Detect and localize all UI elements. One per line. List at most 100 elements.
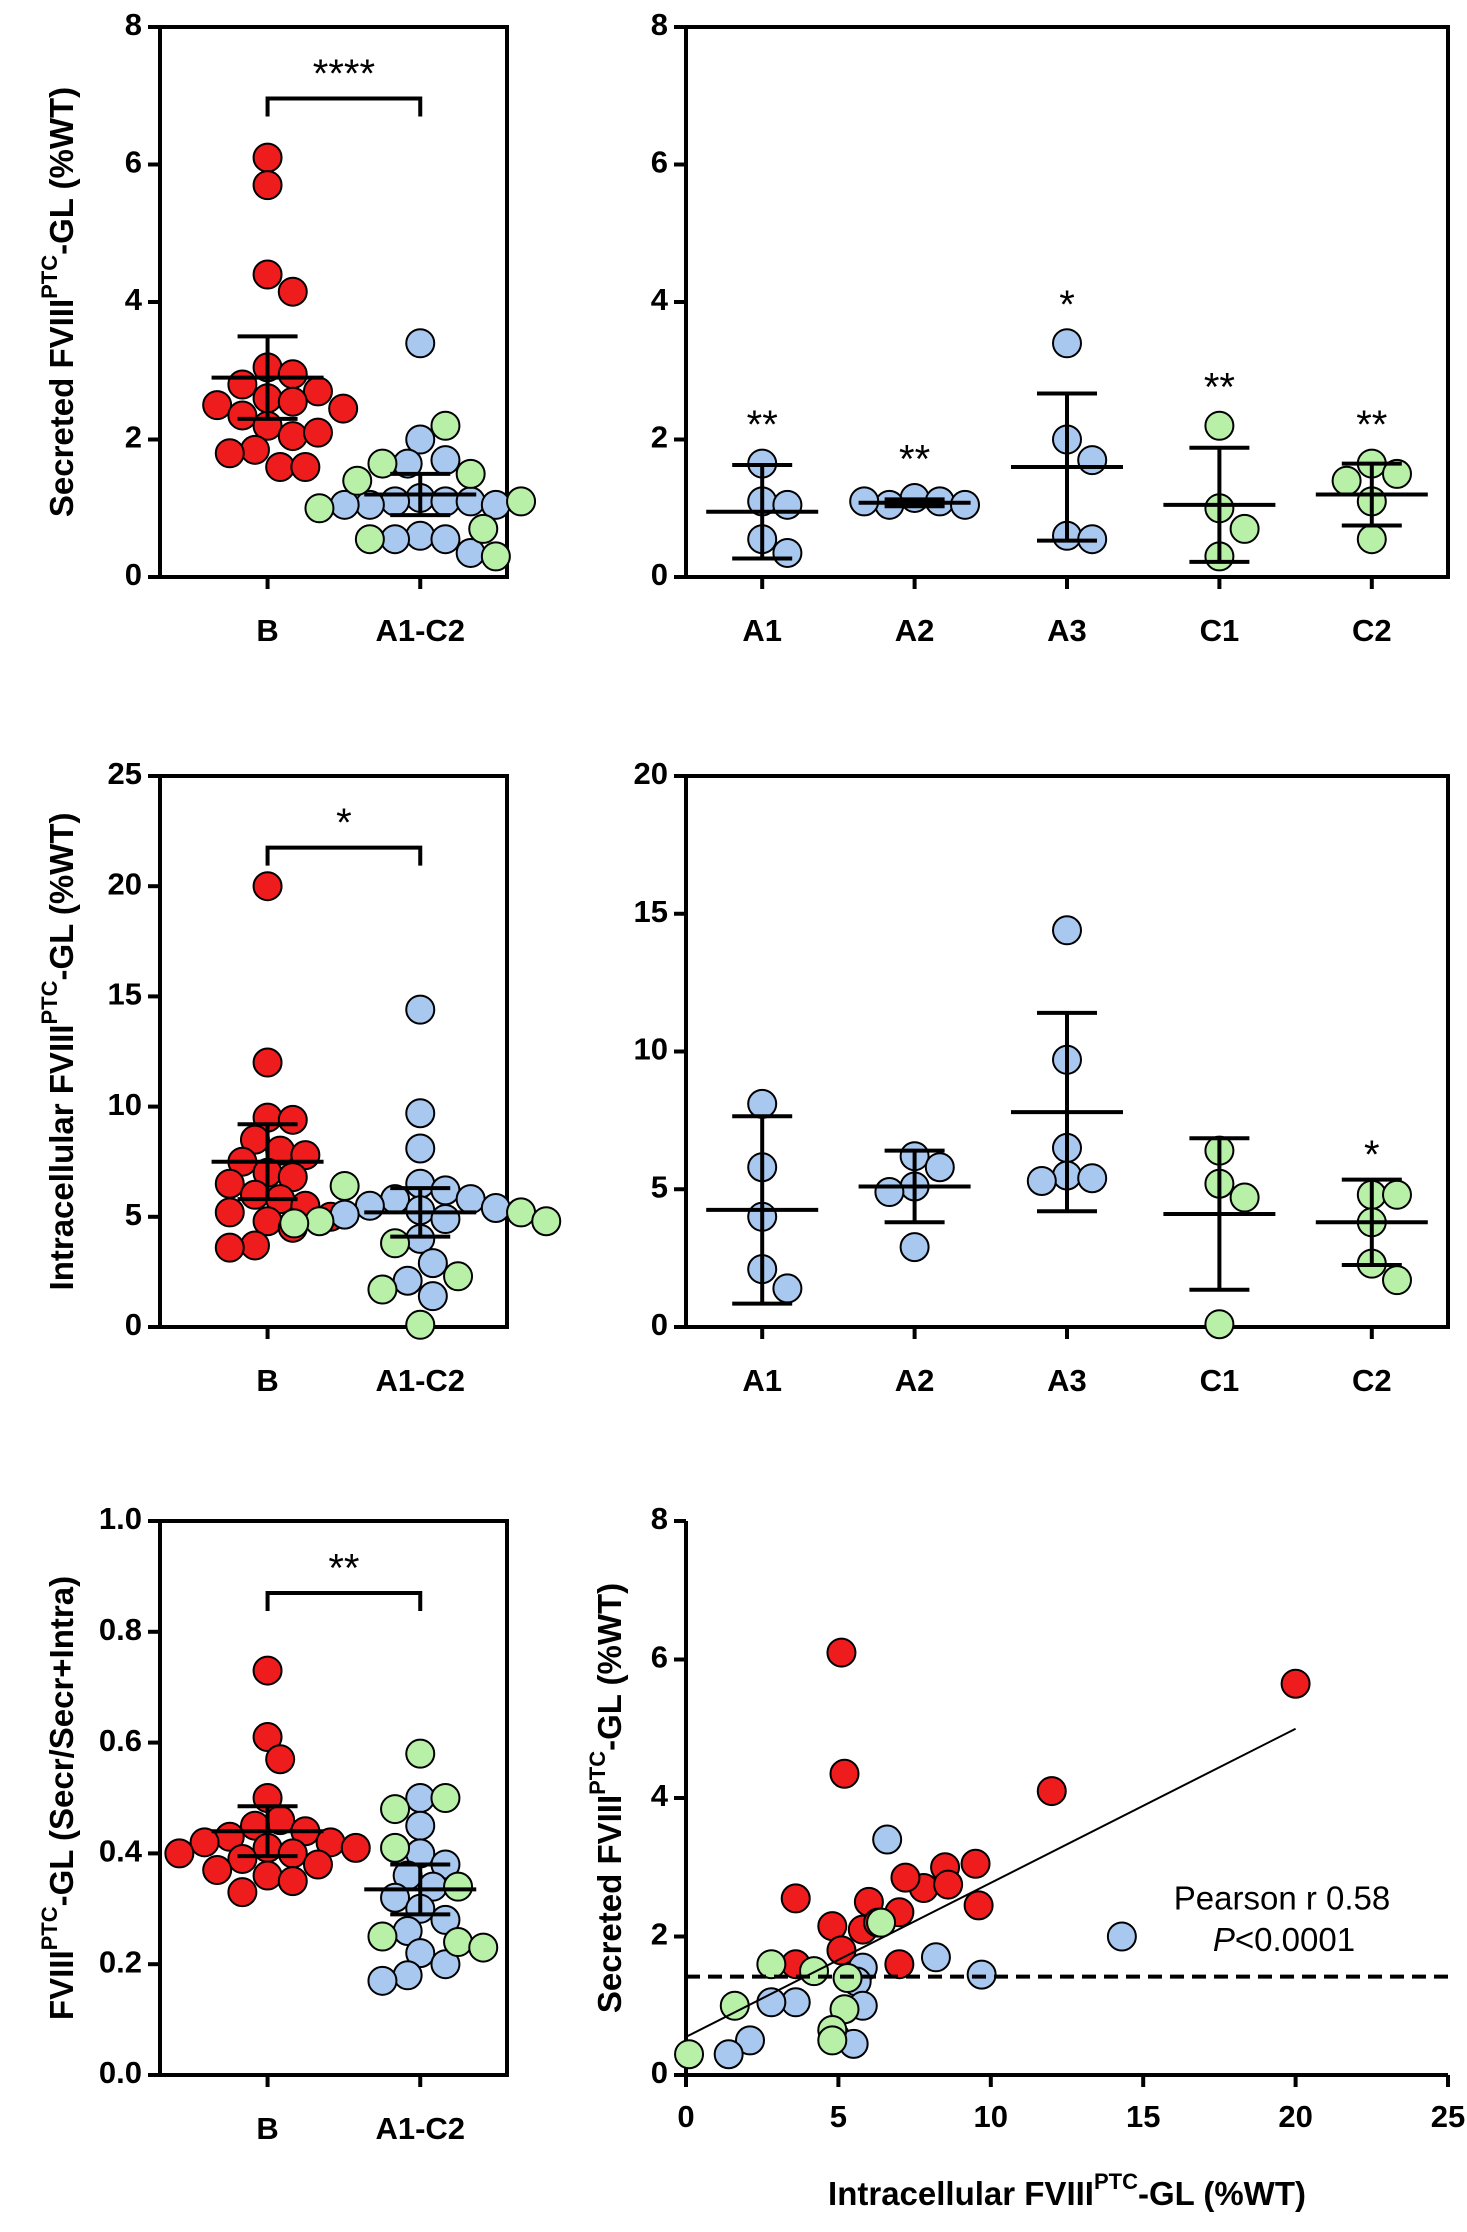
y-tick-label: 20 (634, 756, 668, 791)
data-point (430, 410, 461, 441)
data-point (265, 1744, 296, 1775)
data-point (1204, 1309, 1235, 1340)
x-tick-label: C1 (1200, 613, 1240, 648)
data-point (417, 1248, 448, 1279)
x-tick-label: C2 (1352, 1363, 1392, 1398)
data-point (1204, 410, 1235, 441)
data-point (252, 1722, 283, 1753)
data-point (277, 1838, 308, 1869)
data-point (899, 1232, 930, 1263)
data-point (227, 400, 258, 431)
y-tick-label: 25 (108, 756, 142, 791)
y-tick-label: 0.8 (99, 1612, 142, 1647)
data-point (227, 1843, 258, 1874)
data-point (455, 486, 486, 517)
data-point (920, 1942, 951, 1973)
data-point (1356, 524, 1387, 555)
data-point (367, 1274, 398, 1305)
x-tick-label: 20 (1278, 2099, 1312, 2134)
y-axis-title-part: Secreted FVIII (43, 299, 80, 517)
x-tick-label: C2 (1352, 613, 1392, 648)
y-axis-title-part: -GL (%WT) (43, 813, 80, 981)
plot-frame (158, 774, 509, 1329)
p-value-symbol: P (1213, 1921, 1235, 1958)
plot-frame (158, 1519, 509, 2077)
y-axis-title-part: FVIII (43, 1950, 80, 2020)
data-point (405, 424, 436, 455)
data-point (890, 1862, 921, 1893)
data-point (367, 1921, 398, 1952)
x-tick-label: A1 (742, 613, 782, 648)
data-point (367, 448, 398, 479)
data-point (202, 1855, 233, 1886)
x-tick-label: B (256, 1363, 278, 1398)
data-point (405, 1133, 436, 1164)
data-point (1077, 1163, 1108, 1194)
x-tick-label: 15 (1126, 2099, 1160, 2134)
data-point (960, 1848, 991, 1879)
x-axis-title: Intracellular FVIIIPTC-GL (%WT) (828, 2169, 1306, 2211)
data-point (430, 1949, 461, 1980)
data-point (405, 1783, 436, 1813)
y-axis-title: Secreted FVIIIPTC-GL (%WT) (585, 1583, 627, 2013)
data-point (506, 1197, 537, 1228)
data-point (1331, 465, 1362, 496)
data-point (252, 1860, 283, 1891)
data-point (1052, 915, 1082, 946)
data-point (1036, 1776, 1067, 1807)
y-axis-title-part: PTC (37, 255, 62, 299)
y-tick-label: 2 (125, 420, 142, 455)
annotation: Pearson r 0.58 (1174, 1880, 1390, 1917)
y-tick-label: 5 (651, 1169, 668, 1204)
data-point (342, 465, 373, 496)
data-point (405, 1098, 436, 1129)
x-tick-label: A2 (895, 1363, 935, 1398)
data-point (239, 1230, 270, 1261)
data-point (443, 1871, 474, 1902)
data-point (950, 489, 980, 520)
y-tick-label: 5 (125, 1197, 142, 1232)
data-point (405, 328, 436, 359)
data-point (966, 1959, 997, 1990)
data-point (302, 376, 333, 407)
data-point (367, 1965, 398, 1996)
x-tick-label: A2 (895, 613, 935, 648)
data-point (756, 1949, 787, 1980)
significance-label: ** (328, 1547, 359, 1591)
y-tick-label: 6 (651, 145, 668, 180)
data-point (164, 1838, 195, 1869)
data-point (1229, 1182, 1260, 1213)
y-axis-title-part: -GL (%WT) (43, 87, 80, 255)
data-point (392, 1960, 423, 1991)
data-point (277, 276, 308, 307)
fit-line (685, 1727, 1297, 2038)
y-axis-title-part: Secreted FVIII (591, 1795, 628, 2013)
data-point (455, 1184, 486, 1215)
data-point (227, 1877, 258, 1908)
data-point (405, 520, 436, 551)
y-tick-label: 2 (651, 420, 668, 455)
data-point (826, 1637, 857, 1668)
data-point (354, 524, 385, 555)
data-point (480, 541, 511, 572)
data-point (405, 1309, 436, 1340)
data-point (1052, 328, 1082, 359)
x-axis-title-part: -GL (%WT) (1138, 2175, 1306, 2212)
data-point (455, 458, 486, 489)
x-tick-label: B (256, 2111, 278, 2146)
x-tick-label: B (256, 613, 278, 648)
data-point (328, 393, 359, 424)
y-tick-label: 10 (634, 1032, 668, 1067)
significance-label: * (1364, 1133, 1380, 1177)
data-point (468, 1932, 499, 1963)
data-point (239, 434, 270, 465)
significance-label: ** (899, 438, 930, 482)
data-point (380, 1832, 411, 1863)
x-tick-label: A3 (1047, 613, 1087, 648)
data-point (874, 1177, 905, 1208)
data-point (265, 452, 296, 482)
y-tick-label: 4 (651, 282, 669, 317)
data-point (1106, 1921, 1137, 1952)
significance-bracket (265, 96, 423, 117)
significance-label: ** (747, 403, 778, 447)
